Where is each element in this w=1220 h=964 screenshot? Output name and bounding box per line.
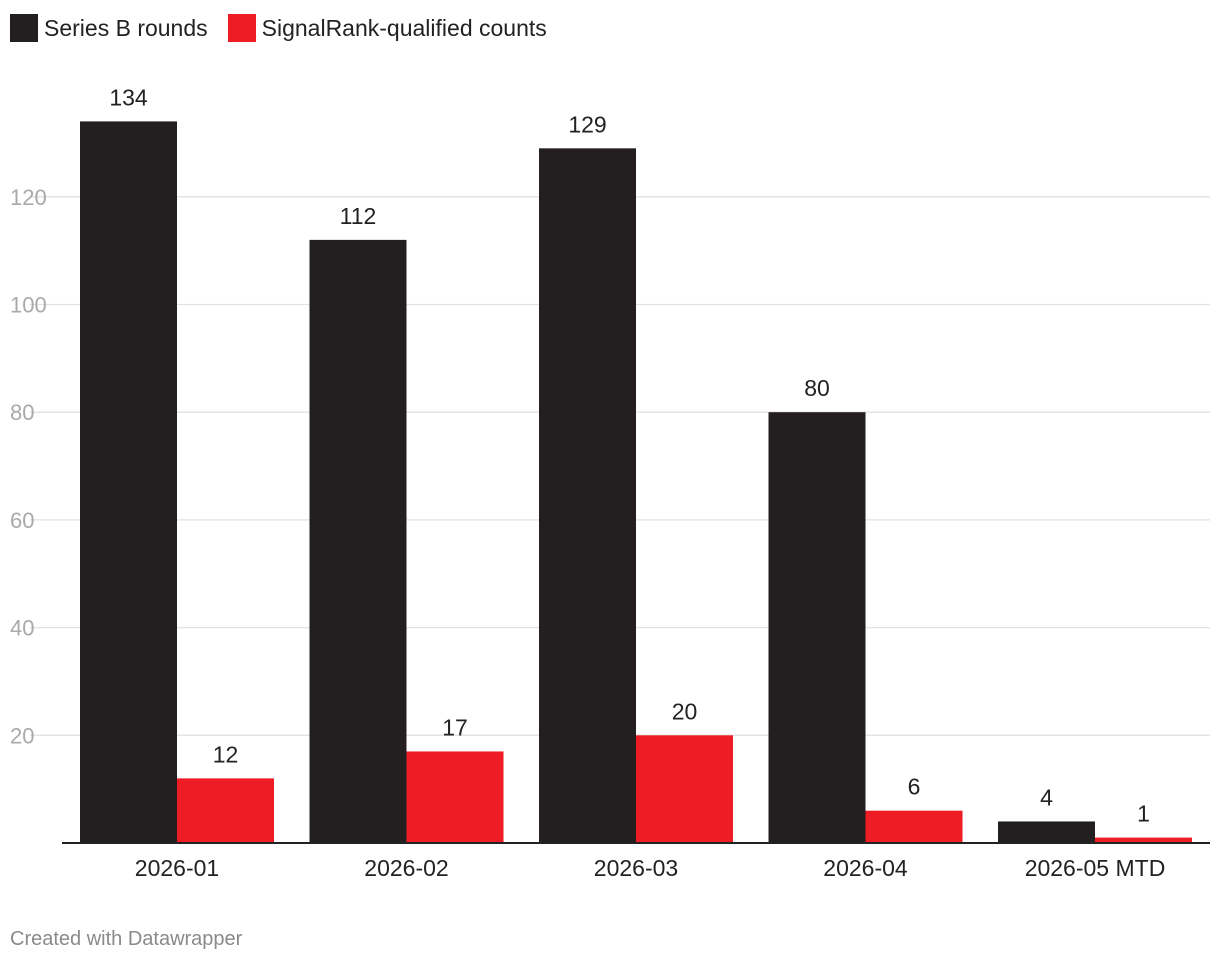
bar-series-b — [768, 412, 866, 843]
x-tick-label: 2026-02 — [364, 855, 448, 881]
x-tick-label: 2026-04 — [823, 855, 908, 881]
y-tick-label: 80 — [10, 400, 34, 425]
y-tick-label: 120 — [10, 185, 47, 210]
data-label: 80 — [804, 375, 830, 401]
data-label: 4 — [1040, 784, 1053, 810]
data-label: 6 — [908, 774, 921, 800]
x-tick-label: 2026-05 MTD — [1025, 855, 1166, 881]
x-tick-label: 2026-01 — [135, 855, 219, 881]
bar-signalrank — [406, 751, 504, 843]
y-tick-label: 20 — [10, 723, 34, 748]
bar-chart: 20406080100120134122026-01112172026-0212… — [10, 84, 1210, 881]
data-label: 20 — [672, 698, 698, 724]
legend-label-series-b: Series B rounds — [44, 14, 208, 41]
bar-signalrank — [1095, 837, 1192, 843]
data-label: 112 — [340, 203, 377, 229]
bar-series-b — [998, 821, 1095, 843]
bar-series-b — [309, 239, 407, 843]
data-label: 12 — [213, 741, 239, 767]
bar-series-b — [539, 148, 636, 843]
data-label: 129 — [568, 111, 606, 137]
bar-series-b — [80, 121, 177, 843]
legend-swatch-signalrank — [227, 14, 256, 42]
y-tick-label: 40 — [10, 616, 34, 641]
legend-label-signalrank: SignalRank-qualified counts — [261, 14, 547, 41]
data-label: 1 — [1137, 801, 1150, 827]
bar-signalrank — [177, 778, 274, 843]
bar-signalrank — [636, 735, 733, 843]
chart-legend: Series B rounds SignalRank-qualified cou… — [10, 14, 567, 42]
legend-item-series-b: Series B rounds — [10, 14, 208, 42]
y-tick-label: 100 — [10, 293, 47, 318]
bar-signalrank — [865, 810, 963, 843]
legend-item-signalrank: SignalRank-qualified counts — [227, 14, 547, 42]
y-tick-label: 60 — [10, 508, 34, 533]
legend-swatch-series-b — [10, 14, 38, 42]
footer-credit: Created with Datawrapper — [10, 928, 243, 950]
data-label: 134 — [109, 84, 148, 110]
data-label: 17 — [442, 714, 468, 740]
x-tick-label: 2026-03 — [594, 855, 678, 881]
